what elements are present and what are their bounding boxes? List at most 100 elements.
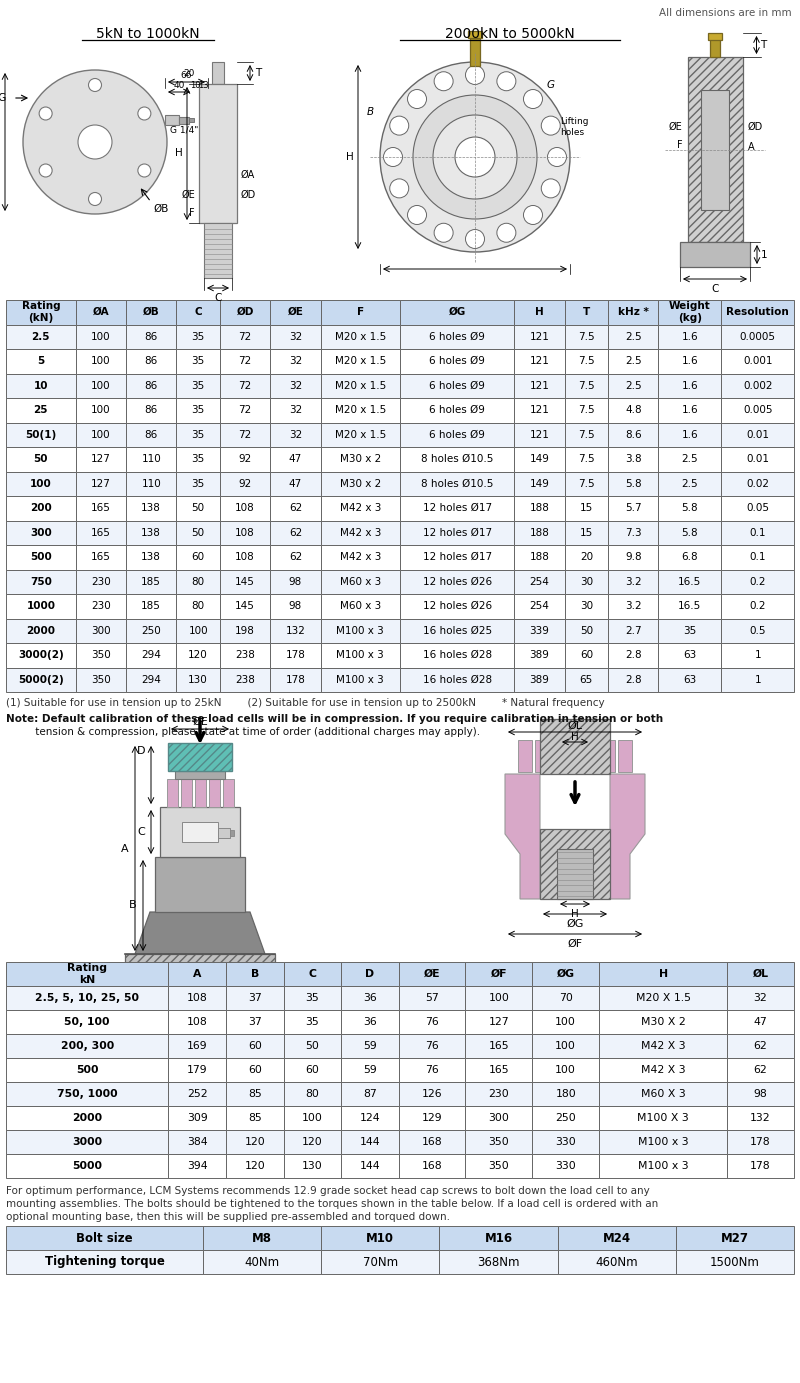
Text: M100 x 3: M100 x 3 (337, 675, 384, 685)
Circle shape (466, 230, 485, 249)
Text: Bolt size: Bolt size (76, 1231, 133, 1245)
Text: D: D (366, 969, 374, 979)
Bar (514, 618, 565, 643)
Text: 138: 138 (142, 503, 161, 513)
Text: 2.5: 2.5 (625, 332, 642, 342)
Text: 87: 87 (363, 1088, 377, 1099)
Bar (220, 668, 270, 692)
Bar (466, 1034, 532, 1058)
Bar (176, 496, 220, 520)
Text: T: T (761, 40, 766, 50)
Text: A: A (193, 969, 202, 979)
Bar (321, 520, 400, 545)
Bar (565, 595, 608, 618)
Bar (209, 779, 219, 808)
Bar (220, 398, 270, 422)
Bar (532, 1153, 599, 1178)
Bar (608, 618, 658, 643)
Text: 25: 25 (34, 405, 48, 415)
Text: 62: 62 (289, 528, 302, 538)
Text: 238: 238 (235, 675, 255, 685)
Bar (182, 822, 218, 842)
Bar (708, 33, 722, 40)
Text: ØE: ØE (669, 122, 682, 131)
Text: 20: 20 (184, 69, 195, 77)
Bar (220, 349, 270, 373)
Bar (658, 643, 722, 668)
Text: 100: 100 (555, 1017, 576, 1028)
Text: ØL: ØL (753, 969, 769, 979)
Text: 15: 15 (580, 528, 593, 538)
Bar (565, 398, 608, 422)
Bar (599, 963, 727, 986)
Text: 1.6: 1.6 (682, 430, 698, 440)
Text: 6 holes Ø9: 6 holes Ø9 (429, 332, 485, 342)
Circle shape (523, 90, 542, 108)
Text: ØA: ØA (241, 170, 255, 180)
Bar (722, 618, 794, 643)
Text: 12 holes Ø26: 12 holes Ø26 (422, 577, 492, 586)
Text: 35: 35 (191, 380, 205, 391)
Bar (565, 545, 608, 570)
Text: 32: 32 (289, 380, 302, 391)
Bar (76, 422, 126, 447)
Text: 230: 230 (91, 577, 110, 586)
Text: 108: 108 (187, 993, 207, 1003)
Bar (400, 422, 514, 447)
Text: 120: 120 (302, 1137, 322, 1147)
Text: 5.8: 5.8 (682, 528, 698, 538)
Text: 86: 86 (145, 430, 158, 440)
Text: 62: 62 (289, 552, 302, 563)
Circle shape (23, 71, 167, 214)
Bar (76, 349, 126, 373)
Bar (6, 1225, 203, 1250)
Text: 36: 36 (363, 993, 377, 1003)
Text: H: H (346, 152, 354, 162)
Text: 2000: 2000 (72, 1113, 102, 1123)
Text: 350: 350 (91, 650, 110, 660)
Text: 5000(2): 5000(2) (18, 675, 64, 685)
Bar (514, 325, 565, 349)
Text: 16 holes Ø28: 16 holes Ø28 (422, 650, 492, 660)
Text: H: H (175, 148, 183, 159)
Text: 138: 138 (142, 528, 161, 538)
Bar (270, 447, 321, 472)
Text: 4.8: 4.8 (625, 405, 642, 415)
Bar (321, 1225, 439, 1250)
Bar (169, 1058, 226, 1082)
Bar (727, 1106, 794, 1130)
Text: 5.8: 5.8 (682, 503, 698, 513)
Bar (126, 300, 176, 325)
Bar (565, 570, 608, 595)
Text: 12 holes Ø26: 12 holes Ø26 (422, 602, 492, 611)
Bar (176, 520, 220, 545)
Bar (466, 1058, 532, 1082)
Text: 80: 80 (191, 577, 205, 586)
Text: 47: 47 (289, 479, 302, 488)
Text: M60 x 3: M60 x 3 (340, 577, 381, 586)
Bar (400, 595, 514, 618)
Text: 0.0005: 0.0005 (740, 332, 776, 342)
Text: 198: 198 (235, 625, 255, 636)
Text: 168: 168 (422, 1137, 442, 1147)
Text: 108: 108 (235, 552, 255, 563)
Bar (599, 1153, 727, 1178)
Text: 60: 60 (248, 1041, 262, 1051)
Text: ØD: ØD (747, 122, 762, 131)
Text: 35: 35 (306, 993, 319, 1003)
Circle shape (138, 106, 151, 120)
Bar (6, 570, 76, 595)
Bar (6, 963, 169, 986)
Text: 50: 50 (34, 454, 48, 465)
Text: 130: 130 (302, 1160, 322, 1171)
Bar (601, 740, 615, 772)
Bar (226, 963, 283, 986)
Bar (321, 668, 400, 692)
Bar (169, 986, 226, 1010)
Bar (608, 422, 658, 447)
Text: 63: 63 (683, 650, 697, 660)
Bar (169, 1106, 226, 1130)
Text: ØE: ØE (424, 969, 440, 979)
Text: 12 holes Ø17: 12 holes Ø17 (422, 552, 492, 563)
Bar (722, 496, 794, 520)
